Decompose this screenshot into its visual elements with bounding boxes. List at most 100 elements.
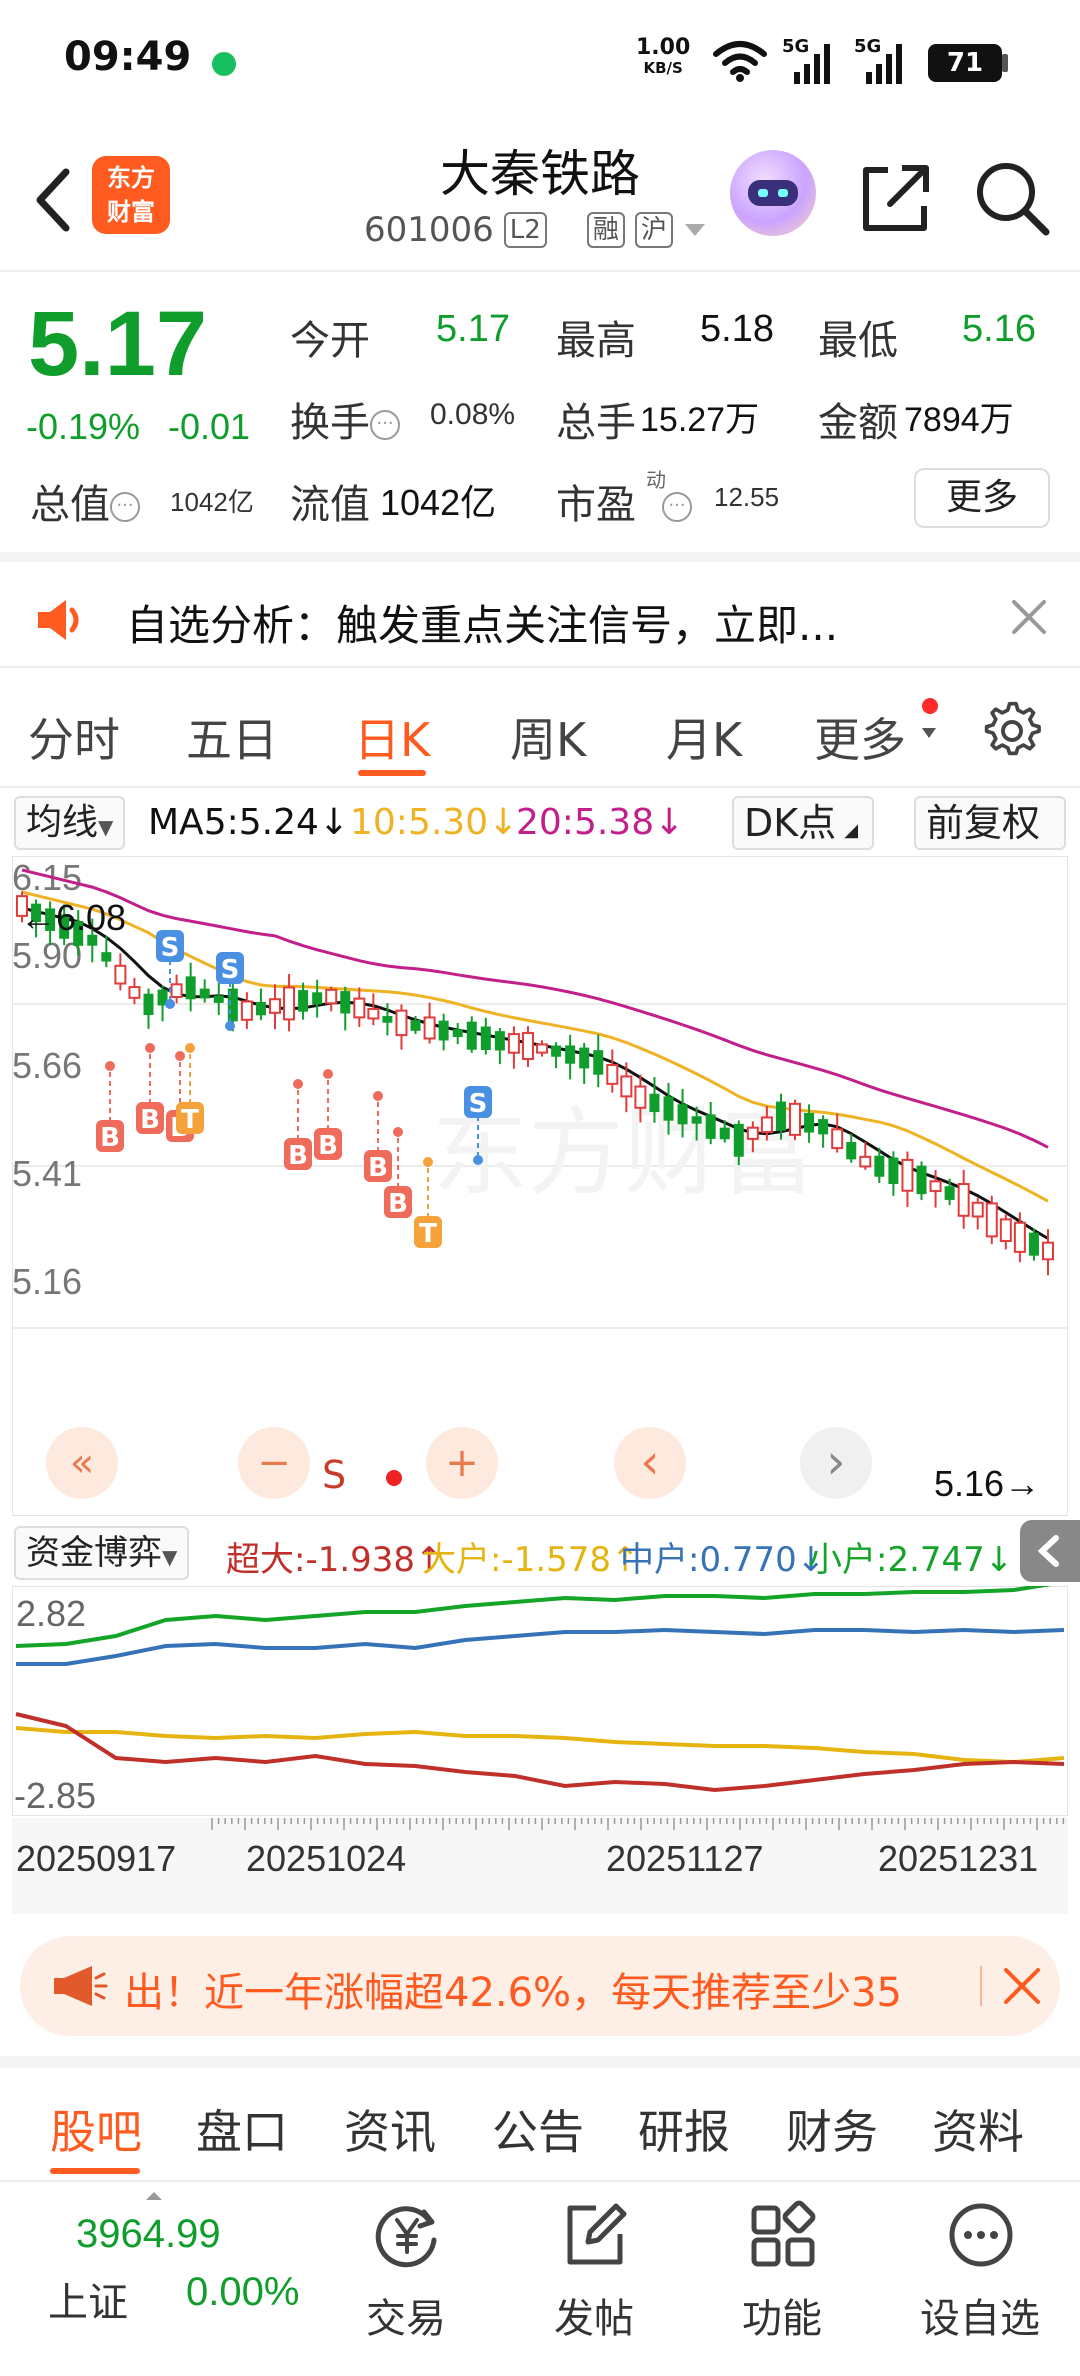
candle-body [353, 997, 366, 1019]
candle-body [565, 1045, 576, 1064]
search-icon[interactable] [972, 158, 1052, 238]
next-button[interactable] [800, 1427, 872, 1499]
active-content-tab-indicator [50, 2168, 140, 2174]
close-icon[interactable] [1000, 1964, 1044, 2008]
chevron-down-icon[interactable] [683, 222, 707, 238]
flow-y-bottom: -2.85 [14, 1775, 96, 1816]
candle-body [775, 1101, 786, 1131]
candle-body [521, 1031, 534, 1061]
collapse-panel-button[interactable] [1020, 1520, 1080, 1582]
nav-post[interactable]: 发帖 [524, 2182, 664, 2376]
prev-button[interactable] [614, 1427, 686, 1499]
ma-legend-row: 均线▼ MA5:5.24↓ 10:5.30↓ 20:5.38↓ DK点 ◢ 前复权 [0, 792, 1080, 852]
small-flow-line [15, 1586, 1052, 1648]
megaphone-icon [54, 1966, 108, 2006]
logo-text-2: 财富 [107, 198, 155, 226]
candle-body [466, 1021, 477, 1050]
candlestick-chart[interactable]: 东方财富 6.155.905.665.415.16 SSSBBBTBBBBT ←… [12, 856, 1068, 1516]
tab-guba[interactable]: 股吧 [50, 2105, 142, 2159]
info-icon[interactable]: ··· [662, 492, 692, 522]
info-icon[interactable]: ··· [370, 410, 400, 440]
nav-add-watchlist[interactable]: 设自选 [910, 2182, 1050, 2376]
index-name: 上证 [48, 2280, 128, 2326]
signal-badge[interactable] [314, 1128, 342, 1160]
tab-daily-k[interactable]: 日K [354, 713, 431, 767]
share-icon[interactable] [858, 160, 934, 236]
capital-dropdown[interactable]: 资金博弈▼ [14, 1526, 190, 1580]
candle-body [59, 914, 70, 939]
high-price-marker: ←6.08 [20, 897, 126, 938]
caret-up-icon [146, 2192, 162, 2200]
candle-body [929, 1180, 942, 1193]
capital-flow-chart[interactable]: 2.82 -2.85 [12, 1586, 1068, 1816]
signal-badge[interactable] [216, 952, 244, 984]
dk-point-dropdown[interactable]: DK点 ◢ [732, 796, 874, 850]
candle-body [185, 976, 196, 1000]
signal-badge[interactable] [284, 1138, 312, 1170]
nav-trade[interactable]: 交易 [336, 2182, 476, 2376]
tab-announcements[interactable]: 公告 [492, 2105, 584, 2159]
tab-news[interactable]: 资讯 [344, 2105, 436, 2159]
medium-flow: 中户:0.770↓ [620, 1540, 826, 1580]
signal-badge[interactable] [136, 1102, 164, 1134]
tab-more[interactable]: 更多 [814, 713, 906, 767]
signal-badge[interactable] [96, 1120, 124, 1152]
candle-body [395, 1009, 408, 1037]
more-quote-button[interactable]: 更多 [914, 468, 1050, 528]
index-ticker[interactable]: 3964.99 上证 0.00% [40, 2182, 320, 2376]
prev-icon: ‹ [640, 1434, 659, 1490]
signal-letter: B [388, 1189, 408, 1219]
back-arrow-icon[interactable] [24, 160, 84, 240]
low-price-marker: 5.16→ [934, 1463, 1040, 1504]
tab-five-day[interactable]: 五日 [186, 713, 278, 767]
nav-features-label: 功能 [742, 2296, 822, 2342]
margin-tag: 融 [586, 212, 625, 248]
candle-body [634, 1085, 647, 1109]
eastmoney-logo[interactable]: 东方 财富 [92, 156, 170, 234]
signal-badge[interactable] [384, 1186, 412, 1218]
battery-cap [1002, 54, 1008, 72]
adjust-dropdown[interactable]: 前复权 [914, 796, 1066, 850]
signal-badge[interactable] [364, 1150, 392, 1182]
tab-research[interactable]: 研报 [638, 2105, 730, 2159]
candle-body [73, 920, 84, 946]
tab-pankou[interactable]: 盘口 [196, 2105, 288, 2159]
info-icon[interactable]: ··· [110, 492, 140, 522]
tab-profile[interactable]: 资料 [932, 2105, 1024, 2159]
date-ticks [211, 1818, 1065, 1830]
stock-name: 大秦铁路 [440, 145, 640, 203]
candle-body [971, 1201, 984, 1218]
nav-features[interactable]: 功能 [712, 2182, 852, 2376]
tab-intraday[interactable]: 分时 [28, 713, 120, 767]
stock-code-row[interactable]: 601006 L2 融 沪 [364, 210, 707, 250]
zoom-in-button[interactable] [426, 1427, 498, 1499]
indicator-dropdown[interactable]: 均线▼ [14, 796, 126, 850]
candle-body [733, 1123, 744, 1157]
signal-badge[interactable] [156, 930, 184, 962]
signal-badge[interactable] [414, 1216, 442, 1248]
ai-assistant-avatar[interactable] [730, 150, 816, 236]
caret-down-icon [922, 728, 936, 738]
notice-bar[interactable]: 自选分析：触发重点关注信号，立即... [0, 552, 1080, 668]
tab-finance[interactable]: 财务 [786, 2105, 878, 2159]
nav-trade-label: 交易 [366, 2296, 446, 2342]
rewind-button[interactable] [46, 1427, 118, 1499]
close-icon[interactable] [1004, 592, 1054, 642]
gear-icon[interactable] [982, 700, 1042, 760]
zoom-out-button[interactable] [238, 1427, 310, 1499]
signal-badge[interactable] [176, 1102, 204, 1134]
active-tab-indicator [358, 770, 426, 776]
y-tick-label: 5.90 [12, 935, 82, 976]
date-label-3: 20251127 [606, 1838, 764, 1879]
tab-weekly-k[interactable]: 周K [510, 713, 587, 767]
signal-letter: B [100, 1123, 120, 1153]
stock-code: 601006 [364, 210, 494, 250]
change-amount: -0.01 [168, 406, 251, 447]
signal-badge[interactable] [464, 1086, 492, 1118]
ma20-value: 20:5.38↓ [516, 802, 685, 843]
candle-body [367, 1007, 380, 1020]
notification-dot [922, 698, 938, 714]
tab-monthly-k[interactable]: 月K [666, 713, 743, 767]
candle-body [1013, 1221, 1026, 1253]
promo-banner[interactable]: 出！近一年涨幅超42.6%，每天推荐至少35 [20, 1936, 1060, 2036]
